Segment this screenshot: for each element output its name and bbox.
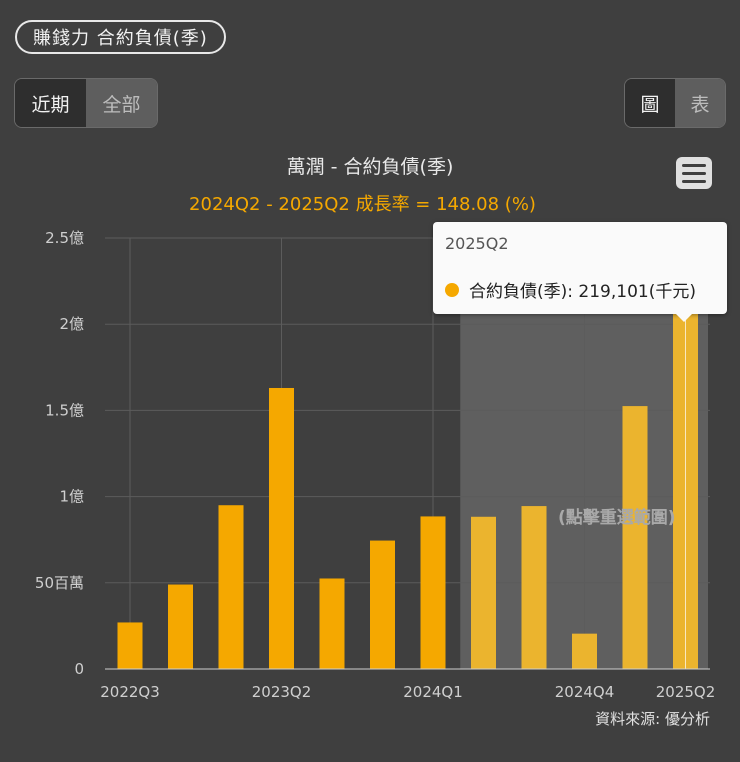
y-tick-label: 1億 (59, 488, 84, 506)
series-dot-icon (445, 282, 459, 297)
bar-2023Q4 (370, 540, 395, 669)
chart-subtitle: 2024Q2 - 2025Q2 成長率 = 148.08 (%) (189, 194, 536, 215)
x-tick-label: 2024Q1 (403, 683, 463, 701)
data-source: 資料來源: 優分析 (595, 710, 710, 728)
bar-2024Q3 (521, 506, 547, 669)
tooltip-value: 合約負債(季): 219,101(千元) (469, 282, 696, 302)
view-toggle: 圖 表 (624, 78, 726, 128)
x-tick-label: 2025Q2 (656, 683, 716, 701)
bar-2022Q3 (117, 622, 143, 669)
tooltip-row: 合約負債(季): 219,101(千元) (445, 277, 715, 302)
y-tick-label: 0 (74, 660, 84, 678)
tooltip-arrow (676, 314, 692, 322)
view-tab-table[interactable]: 表 (675, 79, 725, 127)
x-tick-label: 2023Q2 (252, 683, 312, 701)
range-tab-recent[interactable]: 近期 (15, 79, 86, 127)
range-toggle: 近期 全部 (14, 78, 158, 128)
bar-2025Q1 (622, 406, 648, 669)
x-tick-label: 2024Q4 (555, 683, 615, 701)
y-tick-label: 1.5億 (45, 401, 84, 419)
chart-tooltip: 2025Q2 合約負債(季): 219,101(千元) (433, 222, 727, 322)
bar-2024Q1 (420, 516, 446, 669)
y-tick-label: 2.5億 (45, 229, 84, 247)
chart-title: 萬潤 - 合約負債(季) (286, 156, 454, 178)
page-title: 賺錢力 合約負債(季) (33, 28, 208, 49)
range-tab-all[interactable]: 全部 (86, 79, 157, 127)
bar-2024Q4 (572, 633, 597, 669)
x-tick-label: 2022Q3 (100, 683, 160, 701)
view-tab-chart[interactable]: 圖 (625, 79, 675, 127)
y-tick-label: 2億 (59, 315, 84, 333)
bar-2023Q2 (269, 387, 294, 669)
bar-2023Q3 (319, 578, 345, 669)
bar-2023Q1 (218, 505, 244, 669)
y-tick-label: 50百萬 (35, 574, 84, 592)
hamburger-menu-icon[interactable] (676, 157, 712, 189)
bar-2022Q4 (168, 584, 193, 669)
selection-hint: (點擊重選範圍) (558, 507, 676, 528)
tooltip-category: 2025Q2 (445, 234, 509, 253)
bar-2024Q2 (471, 516, 496, 669)
page-title-pill: 賺錢力 合約負債(季) (15, 20, 226, 54)
